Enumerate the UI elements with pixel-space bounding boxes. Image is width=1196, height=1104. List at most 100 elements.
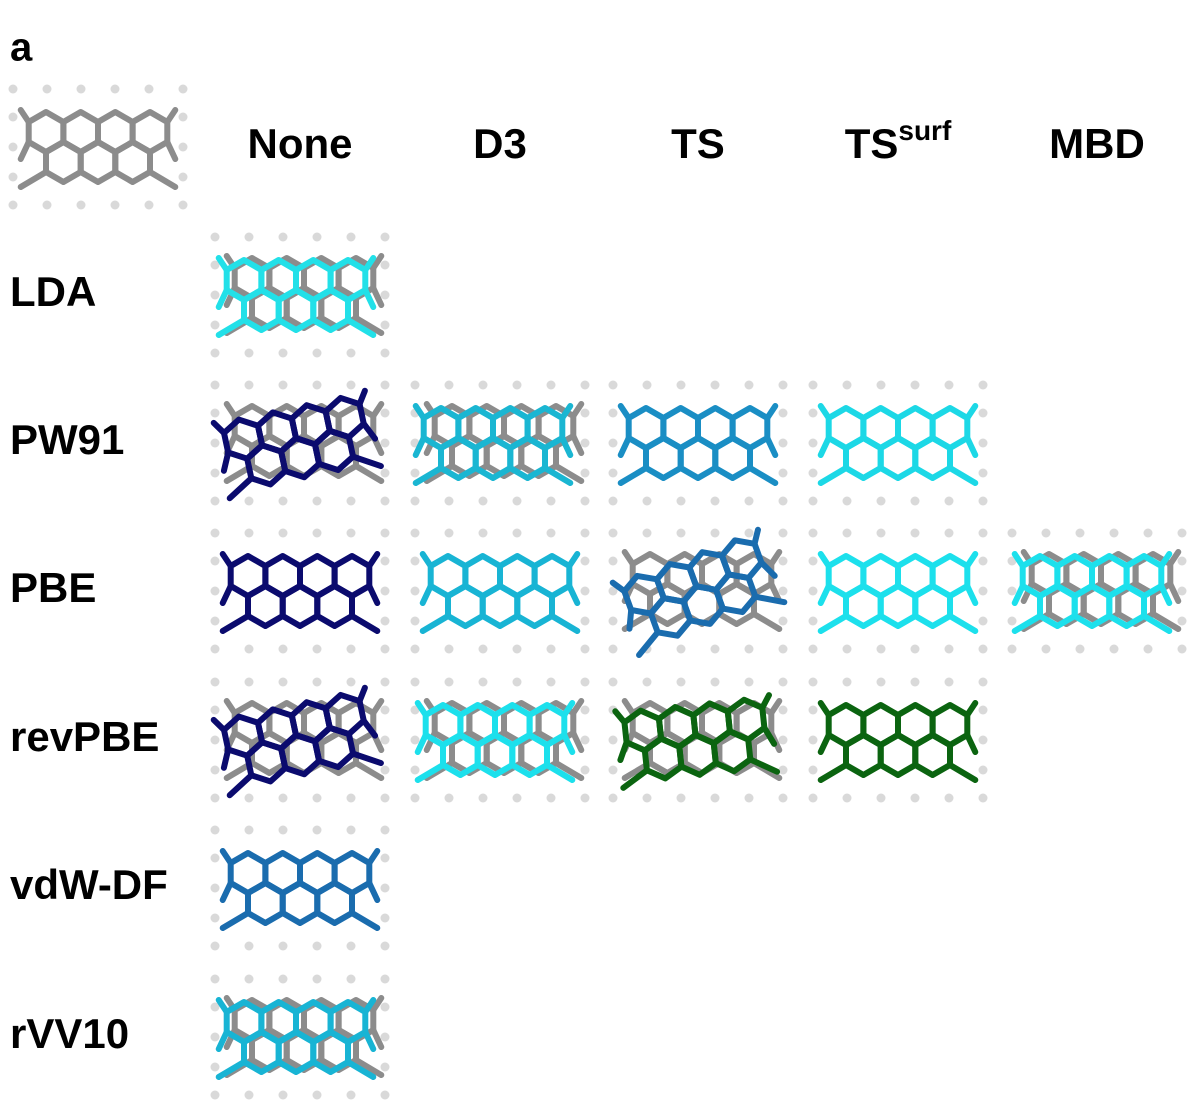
grid-dot [608,616,618,626]
bond [226,475,255,502]
ring [245,583,286,629]
bond [352,315,385,336]
grid-dot [580,765,590,775]
grid-dot [410,528,420,538]
bond [210,716,228,733]
grid-dot [210,438,220,448]
grid-dot [978,468,988,478]
bond [370,285,385,308]
bond [621,698,636,716]
grid-dot [380,496,390,506]
grid-dot [1177,616,1187,626]
bond [764,403,779,421]
molecule [17,107,179,190]
grid-dot [312,793,322,803]
grid-dot [1007,644,1017,654]
bond [617,403,632,421]
grid-dot [380,408,390,418]
grid-dot [842,644,852,654]
grid-dot [76,200,86,210]
grid-dot [808,468,818,478]
grid-dot [546,528,556,538]
grid-dot [312,677,322,687]
ring [843,583,884,629]
bond [366,848,381,866]
grid-dot [410,644,420,654]
ring [507,435,548,481]
grid-dot [110,200,120,210]
grid-dot [244,825,254,835]
grid-dot [778,528,788,538]
molecule [817,551,979,634]
bond [746,465,779,486]
grid-dot [876,528,886,538]
grid-dot [478,677,488,687]
grid-dot [312,232,322,242]
ring [643,435,684,481]
bond [215,317,248,338]
cell [210,380,390,506]
bond [366,583,381,606]
bond [758,559,778,579]
ring [518,433,559,479]
bond [946,613,979,634]
grid-dot [178,200,188,210]
bond [414,700,429,718]
cell [210,825,390,951]
grid-dot [676,793,686,803]
bond [561,732,576,755]
grid-dot [608,586,618,596]
bond [541,465,574,486]
grid-dot [380,735,390,745]
grid-dot [744,380,754,390]
bond [617,435,632,458]
ring [514,583,555,629]
grid-dot [312,941,322,951]
grid-dot [210,528,220,538]
row-label: revPBE [10,713,159,760]
grid-dot [512,496,522,506]
ring [310,287,351,333]
ring [311,427,357,474]
bond [352,760,385,781]
grid-dot [512,528,522,538]
grid-dot [210,1062,220,1072]
ring [677,435,719,481]
grid-dot [380,644,390,654]
grid-dot [42,84,52,94]
grid-dot [808,735,818,745]
bond [617,465,650,486]
bond [412,465,445,486]
grid-dot [380,348,390,358]
bond [817,465,850,486]
ring [112,139,153,185]
grid-dot [978,735,988,745]
grid-dot [346,528,356,538]
ring [1106,583,1147,629]
grid-dot [808,496,818,506]
grid-dot [808,765,818,775]
column-header: TS [671,120,725,167]
grid-dot [910,380,920,390]
grid-dot [910,528,920,538]
grid-dot [210,974,220,984]
grid-dot [312,825,322,835]
bond [1011,583,1026,606]
grid-dot [410,496,420,506]
grid-dot [178,142,188,152]
bond [964,435,979,458]
grid-dot [778,644,788,654]
bond [219,910,252,931]
bond [215,287,230,310]
bond [759,692,772,711]
grid-dot [978,644,988,654]
grid-dot [410,765,420,775]
grid-dot [380,290,390,300]
bond [219,613,252,634]
grid-dot [210,556,220,566]
row-label: rVV10 [10,1010,129,1057]
molecule [1011,551,1173,634]
molecule [817,403,979,486]
grid-dot [278,1090,288,1100]
grid-dot [210,1032,220,1042]
